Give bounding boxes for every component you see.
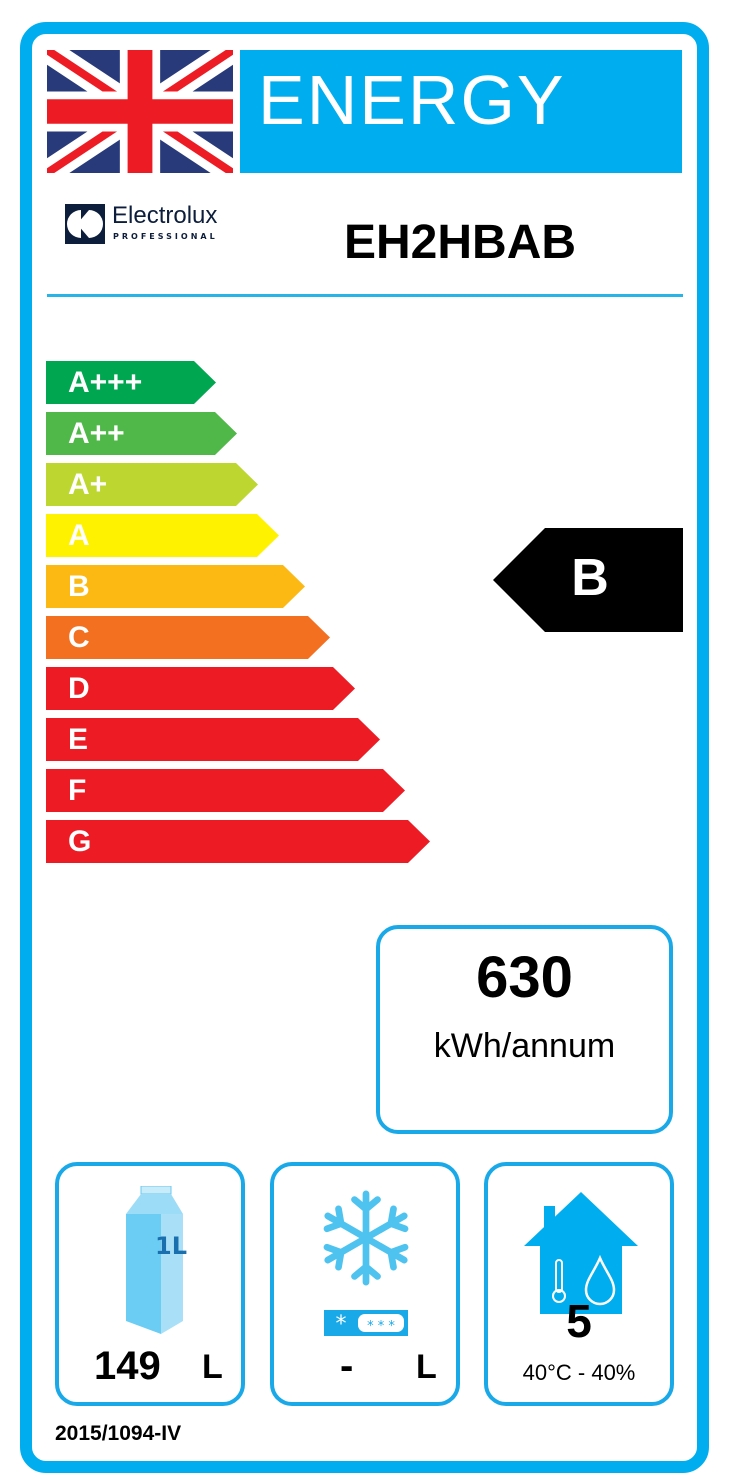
electrolux-logo-icon: [65, 204, 105, 244]
energy-class-bar: A++: [46, 412, 237, 455]
energy-class-bar: C: [46, 616, 330, 659]
divider: [47, 294, 683, 297]
electrolux-logo: Electrolux PROFESSIONAL: [65, 202, 240, 246]
frozen-value: -: [340, 1344, 354, 1388]
energy-class-bar: F: [46, 769, 405, 812]
rating-label: B: [571, 549, 609, 607]
climate-class-box: 5 40°C - 40%: [484, 1162, 674, 1406]
chilled-value: 149: [94, 1344, 161, 1388]
house-climate-icon: [524, 1192, 638, 1314]
model-number: EH2HBAB: [343, 216, 577, 269]
carton-label: 1L: [155, 1232, 187, 1260]
energy-class-bar: A: [46, 514, 279, 557]
chilled-unit: L: [202, 1348, 223, 1386]
brand-name: Electrolux: [112, 202, 218, 229]
svg-text:*: *: [336, 1312, 347, 1336]
consumption-value: 630: [476, 945, 573, 1010]
freezer-star-rating-icon: * * * *: [324, 1310, 408, 1336]
climate-class: 5: [566, 1295, 592, 1347]
brand-sub: PROFESSIONAL: [113, 232, 218, 241]
consumption-unit: kWh/annum: [433, 1027, 616, 1065]
energy-class-bar: E: [46, 718, 380, 761]
energy-class-bar: A+: [46, 463, 258, 506]
regulation-number: 2015/1094-IV: [55, 1422, 182, 1445]
frozen-volume-box: * * * * - L: [270, 1162, 460, 1406]
frozen-unit: L: [416, 1348, 437, 1386]
energy-class-bar: B: [46, 565, 305, 608]
energy-class-bar: A+++: [46, 361, 216, 404]
svg-text:* * *: * * *: [367, 1319, 395, 1334]
chilled-volume-box: 1L 149 L: [55, 1162, 245, 1406]
label-frame: [20, 22, 709, 1473]
milk-carton-icon: [126, 1186, 183, 1334]
energy-class-bar: D: [46, 667, 355, 710]
rating-arrow: [493, 528, 683, 632]
consumption-box: 630 kWh/annum: [376, 925, 673, 1134]
climate-conditions: 40°C - 40%: [522, 1360, 636, 1385]
energy-class-bar: G: [46, 820, 430, 863]
snowflake-icon: [318, 1190, 414, 1286]
energy-title: ENERGY: [240, 50, 682, 173]
union-jack-flag-icon: [47, 50, 233, 173]
